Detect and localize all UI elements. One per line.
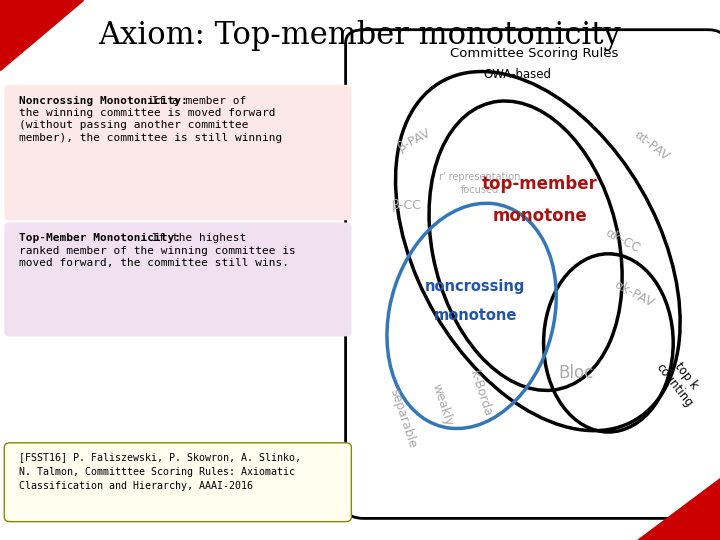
Text: (without passing another committee: (without passing another committee — [19, 120, 248, 130]
Text: [FSST16] P. Faliszewski, P. Skowron, A. Slinko,
N. Talmon, Committtee Scoring Ru: [FSST16] P. Faliszewski, P. Skowron, A. … — [19, 453, 301, 491]
Polygon shape — [0, 0, 83, 70]
Text: moved forward, the committee still wins.: moved forward, the committee still wins. — [19, 258, 289, 268]
Text: noncrossing: noncrossing — [425, 279, 526, 294]
Text: monotone: monotone — [492, 207, 588, 225]
Text: αt-PAV: αt-PAV — [631, 128, 672, 164]
Text: top k
counting: top k counting — [654, 352, 707, 410]
Text: If the highest: If the highest — [145, 233, 246, 244]
Text: monotone: monotone — [433, 308, 517, 323]
FancyBboxPatch shape — [4, 222, 351, 336]
Text: Top-Member Monotonicity:: Top-Member Monotonicity: — [19, 233, 181, 244]
Text: weakly: weakly — [430, 382, 456, 428]
Text: member), the committee is still winning: member), the committee is still winning — [19, 133, 282, 143]
Text: Bloc: Bloc — [559, 363, 593, 382]
Polygon shape — [637, 478, 720, 540]
Text: αk-PAV: αk-PAV — [611, 279, 656, 310]
Text: αk-CC: αk-CC — [603, 226, 642, 255]
Text: Committee Scoring Rules: Committee Scoring Rules — [450, 48, 618, 60]
Text: separable: separable — [387, 387, 419, 450]
Text: top-member: top-member — [482, 174, 598, 193]
Text: β-PAV: β-PAV — [395, 126, 433, 154]
Text: the winning committee is moved forward: the winning committee is moved forward — [19, 108, 275, 118]
Text: β-CC: β-CC — [392, 199, 422, 212]
FancyBboxPatch shape — [4, 85, 351, 220]
Text: OWA-based: OWA-based — [483, 68, 551, 81]
Text: Axiom: Top-member monotonicity: Axiom: Top-member monotonicity — [99, 19, 621, 51]
Text: k-Borda: k-Borda — [467, 369, 494, 419]
Text: Noncrossing Monotonicity:: Noncrossing Monotonicity: — [19, 96, 187, 106]
Text: r' representation
focused: r' representation focused — [438, 172, 521, 195]
Text: ranked member of the winning committee is: ranked member of the winning committee i… — [19, 246, 295, 255]
Text: If a member of: If a member of — [145, 96, 246, 106]
FancyBboxPatch shape — [346, 30, 720, 518]
FancyBboxPatch shape — [4, 443, 351, 522]
